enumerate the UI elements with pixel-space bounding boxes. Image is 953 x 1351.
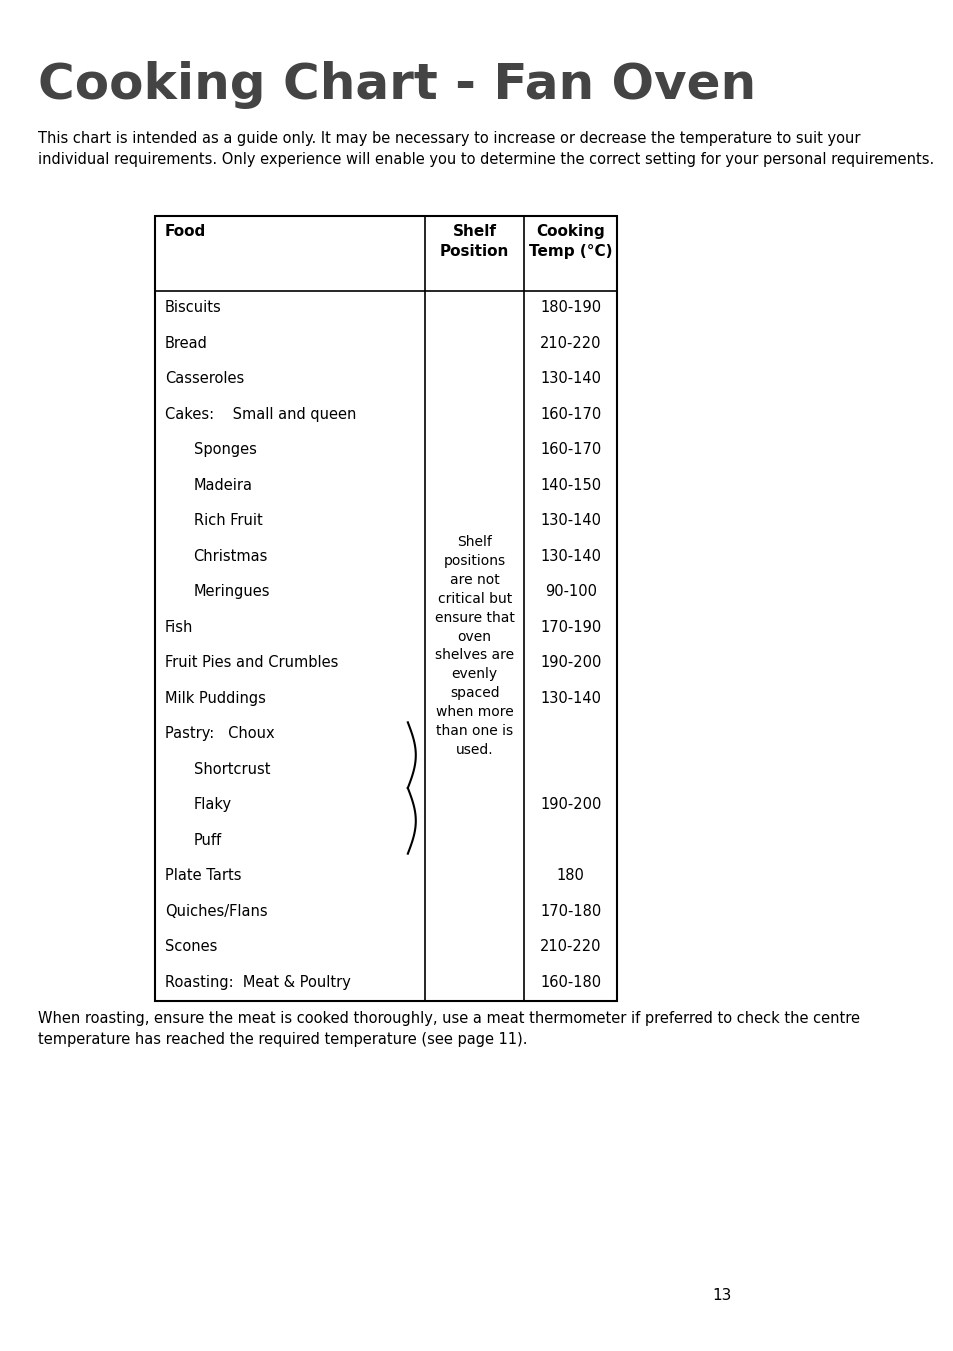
Text: When roasting, ensure the meat is cooked thoroughly, use a meat thermometer if p: When roasting, ensure the meat is cooked… — [38, 1011, 860, 1047]
Text: 210-220: 210-220 — [539, 336, 600, 351]
Text: 130-140: 130-140 — [539, 690, 600, 705]
Text: Scones: Scones — [165, 939, 217, 954]
Text: Madeira: Madeira — [193, 478, 253, 493]
Text: 160-180: 160-180 — [539, 975, 600, 990]
Text: This chart is intended as a guide only. It may be necessary to increase or decre: This chart is intended as a guide only. … — [38, 131, 934, 168]
Text: Biscuits: Biscuits — [165, 300, 221, 315]
Text: 180-190: 180-190 — [539, 300, 600, 315]
Text: 170-190: 170-190 — [539, 620, 600, 635]
Text: 140-150: 140-150 — [539, 478, 600, 493]
Text: Christmas: Christmas — [193, 549, 268, 563]
Text: 160-170: 160-170 — [539, 442, 600, 457]
Text: 170-180: 170-180 — [539, 904, 600, 919]
Text: 180: 180 — [557, 869, 584, 884]
Text: Meringues: Meringues — [193, 584, 270, 600]
Text: Fish: Fish — [165, 620, 193, 635]
Text: Cooking
Temp (°C): Cooking Temp (°C) — [528, 224, 612, 259]
Text: 130-140: 130-140 — [539, 372, 600, 386]
Text: 90-100: 90-100 — [544, 584, 596, 600]
Text: Cooking Chart - Fan Oven: Cooking Chart - Fan Oven — [38, 61, 756, 109]
Bar — [155, 216, 617, 1001]
Text: Flaky: Flaky — [193, 797, 232, 812]
Text: Shelf
Position: Shelf Position — [439, 224, 509, 259]
Text: Shortcrust: Shortcrust — [193, 762, 270, 777]
Text: 130-140: 130-140 — [539, 549, 600, 563]
Text: Fruit Pies and Crumbles: Fruit Pies and Crumbles — [165, 655, 338, 670]
Text: Quiches/Flans: Quiches/Flans — [165, 904, 267, 919]
Text: Bread: Bread — [165, 336, 208, 351]
Text: Puff: Puff — [193, 832, 221, 847]
Text: Rich Fruit: Rich Fruit — [193, 513, 262, 528]
Text: 190-200: 190-200 — [539, 655, 600, 670]
Text: 160-170: 160-170 — [539, 407, 600, 422]
Text: Roasting:  Meat & Poultry: Roasting: Meat & Poultry — [165, 975, 351, 990]
Text: Milk Puddings: Milk Puddings — [165, 690, 266, 705]
Text: 210-220: 210-220 — [539, 939, 600, 954]
Text: Casseroles: Casseroles — [165, 372, 244, 386]
Text: 130-140: 130-140 — [539, 513, 600, 528]
Text: Shelf
positions
are not
critical but
ensure that
oven
shelves are
evenly
spaced
: Shelf positions are not critical but ens… — [435, 535, 514, 757]
Text: 190-200: 190-200 — [539, 797, 600, 812]
Text: Cakes:    Small and queen: Cakes: Small and queen — [165, 407, 355, 422]
Text: Plate Tarts: Plate Tarts — [165, 869, 241, 884]
Text: Sponges: Sponges — [193, 442, 256, 457]
Text: Food: Food — [165, 224, 206, 239]
Text: Pastry:   Choux: Pastry: Choux — [165, 727, 274, 742]
Text: 13: 13 — [711, 1288, 731, 1302]
